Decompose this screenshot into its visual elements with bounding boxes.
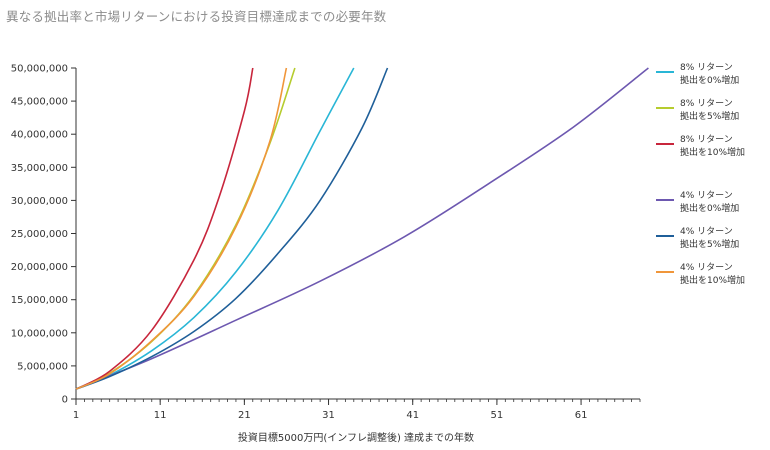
y-tick-label: 20,000,000: [11, 262, 68, 273]
legend-label: 4% リターン 拠出を5%増加: [680, 227, 740, 250]
y-tick-label: 15,000,000: [11, 295, 68, 306]
legend-swatch: [656, 199, 674, 201]
legend-label: 4% リターン 拠出を0%増加: [680, 191, 740, 214]
x-tick-label: 21: [238, 410, 251, 421]
x-tick-label: 51: [491, 410, 504, 421]
x-tick-label: 41: [406, 410, 419, 421]
series-line-5: [75, 67, 389, 390]
y-tick-label: 10,000,000: [11, 328, 68, 339]
legend-item: 4% リターン 拠出を5%増加: [656, 226, 768, 254]
series-line-3: [75, 67, 254, 390]
y-tick-label: 40,000,000: [11, 130, 68, 141]
chart-series: [75, 67, 649, 390]
legend-label: 4% リターン 拠出を10%増加: [680, 263, 746, 286]
legend-item: 4% リターン 拠出を10%増加: [656, 262, 768, 290]
legend-item: 8% リターン 拠出を5%増加: [656, 98, 768, 126]
legend-label: 8% リターン 拠出を5%増加: [680, 99, 740, 122]
series-line-4: [75, 67, 649, 390]
x-tick-label: 1: [73, 410, 79, 421]
legend-item: 8% リターン 拠出を0%増加: [656, 62, 768, 90]
x-tick-label: 61: [575, 410, 588, 421]
chart-title: 異なる拠出率と市場リターンにおける投資目標達成までの必要年数: [6, 9, 387, 24]
legend-swatch: [656, 107, 674, 109]
y-tick-label: 5,000,000: [17, 361, 68, 372]
legend-swatch: [656, 143, 674, 145]
x-tick-label: 11: [154, 410, 167, 421]
legend-swatch: [656, 71, 674, 73]
legend-label: 8% リターン 拠出を10%増加: [680, 135, 746, 158]
y-tick-label: 25,000,000: [11, 229, 68, 240]
x-tick-label: 31: [322, 410, 335, 421]
series-line-1: [75, 67, 355, 390]
legend-item: 4% リターン 拠出を0%増加: [656, 190, 768, 218]
y-tick-label: 30,000,000: [11, 196, 68, 207]
y-tick-label: 50,000,000: [11, 64, 68, 75]
series-line-6: [75, 67, 288, 390]
legend-swatch: [656, 235, 674, 237]
x-axis-label: 投資目標5000万円(インフレ調整後) 達成までの年数: [238, 431, 474, 444]
chart-axes: 0 5,000,000 10,000,000 15,000,000 20,000,000…: [11, 64, 641, 421]
y-tick-label: 35,000,000: [11, 163, 68, 174]
y-tick-label: 0: [62, 395, 68, 406]
legend-item: 8% リターン 拠出を10%増加: [656, 134, 768, 162]
series-line-2: [75, 67, 296, 390]
legend-swatch: [656, 271, 674, 273]
y-tick-label: 45,000,000: [11, 97, 68, 108]
legend-label: 8% リターン 拠出を0%増加: [680, 63, 740, 86]
